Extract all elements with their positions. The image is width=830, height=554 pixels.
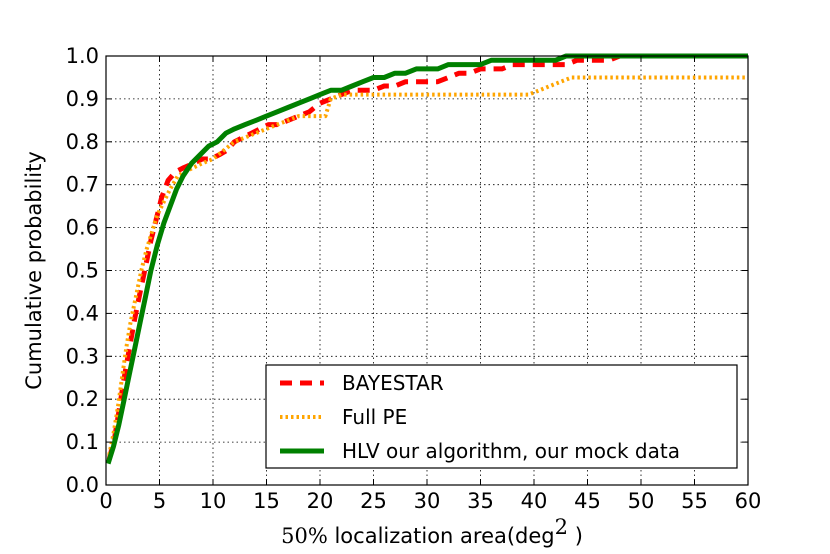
axis-ticks <box>105 55 749 486</box>
legend-label-3: HLV our algorithm, our mock data <box>342 439 680 463</box>
x-tick-label: 30 <box>414 489 441 513</box>
x-tick-label: 0 <box>99 489 112 513</box>
x-axis-label-suffix: ) <box>568 524 583 548</box>
x-tick-label: 5 <box>153 489 166 513</box>
y-tick-label: 0.0 <box>66 473 99 497</box>
series-line-3 <box>105 53 748 465</box>
x-tick-label: 50 <box>628 489 655 513</box>
y-tick-label: 0.4 <box>66 301 99 325</box>
x-tick-label: 20 <box>307 489 334 513</box>
legend-label-1: BAYESTAR <box>342 371 444 395</box>
x-tick-label: 15 <box>253 489 280 513</box>
x-tick-label: 35 <box>467 489 494 513</box>
y-tick-label: 0.8 <box>66 130 99 154</box>
series-line-2 <box>107 75 748 456</box>
legend-box <box>265 364 738 469</box>
x-axis-label-superscript: 2 <box>555 515 568 539</box>
series-line-1 <box>106 53 748 460</box>
y-tick-label: 0.7 <box>66 173 99 197</box>
y-tick-label: 0.1 <box>66 430 99 454</box>
x-axis-label-main: localization area(deg <box>328 524 555 548</box>
x-tick-label: 25 <box>360 489 387 513</box>
y-tick-label: 0.2 <box>66 387 99 411</box>
legend-entries: BAYESTAR Full PE HLV our algorithm, our mo… <box>280 371 680 463</box>
tick-labels: 0 5 10 15 20 25 30 35 40 45 50 55 60 0.0 0.1 0.2 0.3 0.4 0… <box>66 44 762 513</box>
x-tick-label: 10 <box>200 489 227 513</box>
x-tick-label: 55 <box>681 489 708 513</box>
legend-label-2: Full PE <box>342 405 407 429</box>
x-axis-label-percent: 50% <box>281 524 328 548</box>
legend: BAYESTAR Full PE HLV our algorithm, our mo… <box>265 364 738 469</box>
x-tick-label: 40 <box>521 489 548 513</box>
y-tick-label: 1.0 <box>66 44 99 68</box>
y-tick-label: 0.9 <box>66 87 99 111</box>
x-tick-label: 60 <box>735 489 762 513</box>
y-tick-label: 0.3 <box>66 344 99 368</box>
y-tick-label: 0.6 <box>66 216 99 240</box>
series-lines <box>105 53 748 465</box>
y-axis-label: Cumulative probability <box>22 151 46 390</box>
x-axis-label: 50% localization area(deg2 ) <box>281 515 583 548</box>
x-tick-label: 45 <box>574 489 601 513</box>
y-tick-label: 0.5 <box>66 259 99 283</box>
